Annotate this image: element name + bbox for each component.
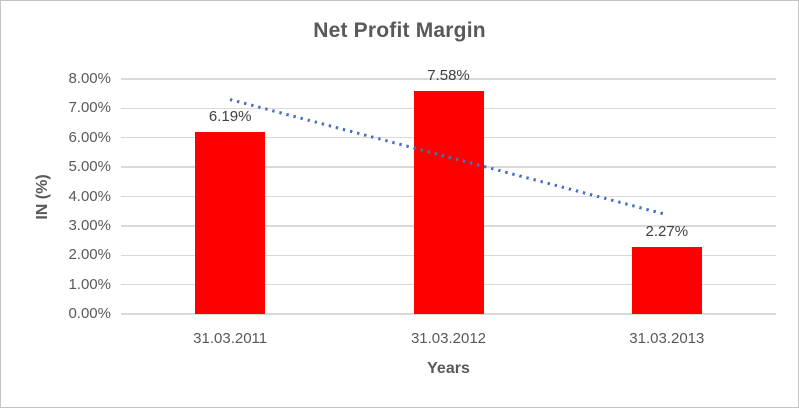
- y-tick-label: 7.00%: [68, 99, 111, 117]
- bar: [195, 132, 266, 314]
- y-tick-label: 4.00%: [68, 187, 111, 205]
- x-tick-label: 31.03.2011: [193, 330, 268, 347]
- plot-area: 0.00% 1.00% 2.00% 3.00% 4.00% 5.00% 6.00% 7.00%…: [68, 67, 776, 347]
- y-tick-label: 0.00%: [68, 305, 111, 322]
- x-tick-label: 31.03.2012: [410, 330, 487, 347]
- y-tick-label: 3.00%: [68, 216, 111, 234]
- y-tick-label: 2.00%: [68, 246, 111, 264]
- bar-value-label: 7.58%: [427, 67, 470, 85]
- y-tick-label: 8.00%: [68, 70, 111, 87]
- bar-value-label: 6.19%: [208, 108, 252, 126]
- bar-value-label: 2.27%: [645, 223, 689, 241]
- chart-title: Net Profit Margin: [313, 19, 486, 42]
- bar: [631, 247, 702, 314]
- x-axis-title: Years: [427, 360, 470, 377]
- gridline: [121, 78, 776, 80]
- y-tick-label: 1.00%: [68, 275, 111, 293]
- y-tick-label: 6.00%: [68, 128, 111, 146]
- gridline: [121, 313, 776, 315]
- y-tick-label: 5.00%: [68, 158, 111, 176]
- x-tick-label: 31.03.2013: [629, 330, 705, 347]
- bar: [413, 91, 484, 314]
